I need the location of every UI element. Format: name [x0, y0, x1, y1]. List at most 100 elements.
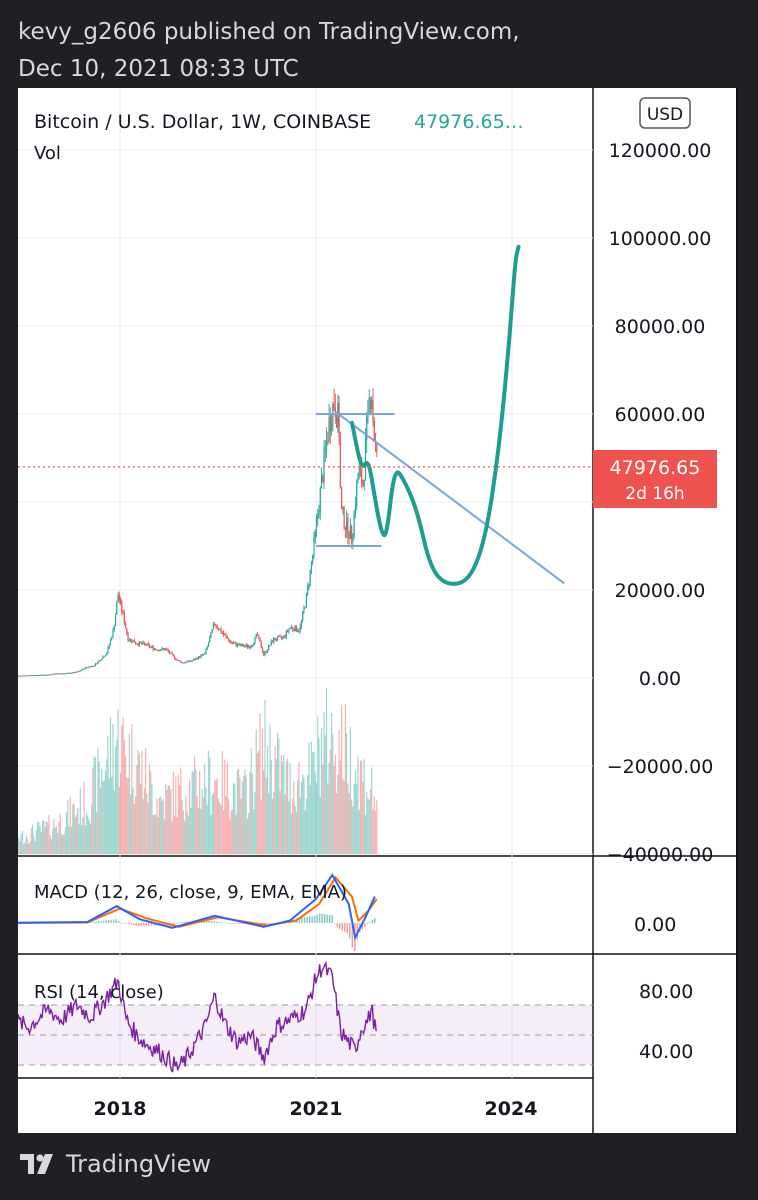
- price-candle: [73, 672, 75, 674]
- volume-bar: [275, 759, 277, 854]
- price-candle: [337, 402, 339, 428]
- volume-bar: [166, 789, 168, 854]
- price-candle: [220, 629, 222, 633]
- macd-histogram-bar: [266, 923, 268, 924]
- currency-button[interactable]: [639, 97, 691, 129]
- volume-bar: [73, 803, 75, 854]
- volume-bar: [158, 797, 161, 854]
- volume-bar: [334, 754, 336, 854]
- price-candle: [92, 665, 94, 667]
- gridlines: [18, 88, 593, 1078]
- price-candle: [202, 654, 205, 656]
- macd-y-tick-0: 0.00: [634, 914, 676, 936]
- volume-bar: [250, 748, 252, 854]
- volume-bar: [187, 815, 189, 854]
- y-tick-60000: 60000.00: [615, 404, 706, 426]
- price-candle: [357, 476, 359, 483]
- chart-svg[interactable]: Bitcoin / U.S. Dollar, 1W, COINBASE 4797…: [0, 88, 738, 1133]
- price-candle: [77, 671, 79, 673]
- volume-bar: [50, 839, 53, 854]
- volume-bar: [178, 784, 181, 854]
- volume-bar: [103, 780, 105, 854]
- price-candle: [288, 628, 290, 632]
- price-candle: [222, 633, 225, 635]
- price-candle: [256, 634, 259, 636]
- x-tick-2018: 2018: [94, 1098, 147, 1120]
- volume-bar: [312, 752, 314, 854]
- volume-bar: [255, 729, 257, 854]
- price-candle: [74, 671, 76, 673]
- volume-bar: [315, 783, 318, 854]
- price-candle: [304, 607, 306, 609]
- volume-bar: [270, 759, 272, 854]
- volume-bar: [23, 844, 25, 854]
- price-candle: [62, 673, 64, 675]
- volume-bar: [299, 797, 301, 854]
- price-candle: [114, 614, 117, 627]
- price-candle: [35, 675, 37, 677]
- volume-bar: [352, 806, 354, 854]
- price-candle: [152, 646, 154, 650]
- volume-bar: [351, 799, 353, 854]
- volume-bar: [88, 820, 90, 854]
- price-candle: [339, 440, 341, 488]
- price-candle: [226, 636, 228, 639]
- chart-frame[interactable]: Bitcoin / U.S. Dollar, 1W, COINBASE 4797…: [0, 88, 738, 1133]
- price-candle: [243, 644, 245, 647]
- price-candle: [341, 487, 343, 509]
- price-candle: [160, 649, 162, 651]
- price-candle: [215, 624, 217, 627]
- price-candle: [283, 635, 285, 638]
- volume-bar: [99, 787, 102, 854]
- price-candle: [363, 479, 365, 486]
- macd-histogram-bar: [303, 916, 306, 923]
- volume-bar: [322, 764, 324, 854]
- volume-bar: [221, 750, 223, 854]
- volume-bar: [287, 758, 289, 854]
- macd-histogram-bar: [301, 917, 303, 923]
- price-candle: [167, 649, 169, 652]
- volume-bar: [226, 762, 228, 854]
- price-candle: [148, 644, 151, 648]
- volume-bar: [54, 827, 56, 854]
- price-candle: [180, 661, 182, 663]
- price-candle: [338, 402, 340, 441]
- price-candle: [65, 673, 68, 675]
- volume-bar: [229, 819, 231, 854]
- price-candle: [33, 675, 35, 677]
- price-candle: [184, 662, 186, 664]
- currency-label: USD: [647, 105, 683, 125]
- macd-histogram-bar: [203, 921, 205, 923]
- macd-histogram-bar: [351, 923, 353, 948]
- price-candle: [129, 639, 132, 641]
- volume-bar: [157, 817, 159, 854]
- price-candle: [235, 642, 237, 646]
- volume-bar: [238, 768, 240, 854]
- volume-bar: [211, 795, 213, 854]
- volume-bar: [175, 776, 177, 854]
- volume-bar: [234, 784, 236, 854]
- price-candle: [298, 630, 300, 632]
- macd-histogram-bar: [138, 923, 140, 927]
- volume-bar: [368, 800, 370, 854]
- macd-lines: [0, 873, 378, 952]
- price-candle: [299, 626, 301, 632]
- price-candle: [219, 629, 221, 631]
- macd-histogram-bar: [130, 923, 132, 925]
- price-candle: [302, 612, 304, 621]
- price-candle: [313, 537, 315, 556]
- volume-bar: [186, 811, 188, 854]
- macd-histogram-bar: [318, 913, 321, 923]
- volume-bar: [172, 771, 174, 854]
- volume-bar: [235, 814, 237, 854]
- volume-bar: [44, 827, 46, 854]
- price-candle: [276, 636, 279, 640]
- volume-bar: [74, 817, 76, 854]
- y-tick-minus40000: −40000.00: [607, 844, 714, 866]
- volume-bar: [111, 777, 113, 854]
- projection-curve: [349, 244, 521, 586]
- macd-line: [0, 873, 376, 941]
- price-candle: [99, 660, 102, 662]
- macd-histogram-bar: [218, 922, 220, 924]
- price-candle: [281, 637, 284, 639]
